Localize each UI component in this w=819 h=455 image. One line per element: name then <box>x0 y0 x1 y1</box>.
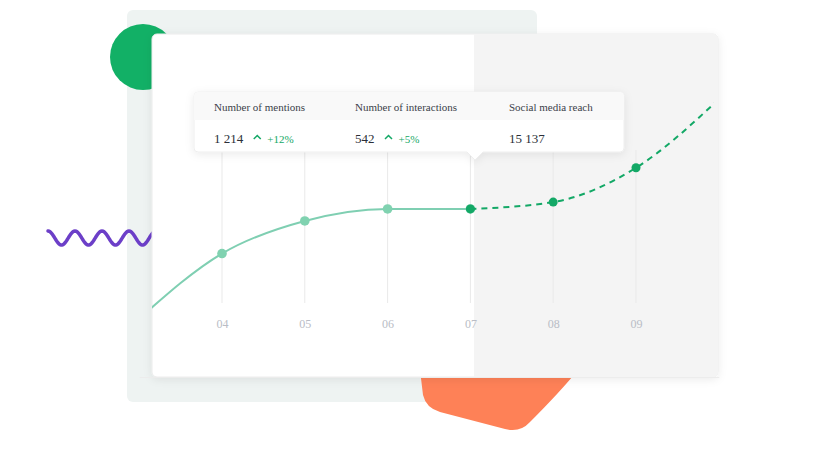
change-arrow <box>254 136 261 140</box>
series-marker <box>632 163 641 172</box>
x-tick: 06 <box>382 317 394 377</box>
tooltip-value: 1 214 <box>214 131 244 146</box>
grid-line <box>387 150 388 303</box>
x-tick-label: 07 <box>465 317 477 331</box>
series-marker <box>549 198 558 207</box>
tooltip-label: Number of interactions <box>355 101 457 113</box>
tooltip-header <box>194 92 624 120</box>
chart-canvas: 040506070809Number of mentions1 214+12%N… <box>0 0 819 455</box>
x-tick: 08 <box>548 317 560 377</box>
tooltip-label: Number of mentions <box>214 101 305 113</box>
series-line <box>152 209 470 319</box>
x-tick: 07 <box>465 317 477 377</box>
series-marker <box>383 204 393 214</box>
tooltip-value: 542 <box>355 131 375 146</box>
series-marker <box>466 204 475 213</box>
x-tick: 09 <box>631 317 643 377</box>
grid-line <box>470 150 471 303</box>
tooltip-box <box>194 92 624 160</box>
series-marker <box>300 216 310 226</box>
forecast-region <box>474 34 718 377</box>
tooltip-label: Social media reach <box>509 101 593 113</box>
plot-frame <box>152 34 718 377</box>
grid-line <box>222 150 223 303</box>
change-arrow <box>385 136 392 140</box>
x-axis: 04 05 06 07 08 09 <box>140 317 720 378</box>
x-axis-line <box>140 377 720 378</box>
tooltip-change: +12% <box>267 133 293 145</box>
tooltip-value: 15 137 <box>509 131 545 146</box>
tooltip-change: +5% <box>399 133 420 145</box>
grid-line <box>553 150 554 303</box>
x-tick-label: 04 <box>217 317 229 331</box>
purple-wave <box>48 231 156 245</box>
x-tick-label: 05 <box>299 317 311 331</box>
grid-line <box>636 150 637 303</box>
orange-shape <box>420 370 578 430</box>
x-tick-label: 06 <box>382 317 394 331</box>
series-marker <box>466 204 476 214</box>
tooltip: Number of mentions 1 214 +12% Number of int… <box>194 92 624 160</box>
x-tick-label: 09 <box>631 317 643 331</box>
x-tick-label: 08 <box>548 317 560 331</box>
grid-line <box>304 150 305 303</box>
x-tick: 04 <box>217 317 229 377</box>
series-marker <box>217 249 227 259</box>
x-tick: 05 <box>299 317 311 377</box>
